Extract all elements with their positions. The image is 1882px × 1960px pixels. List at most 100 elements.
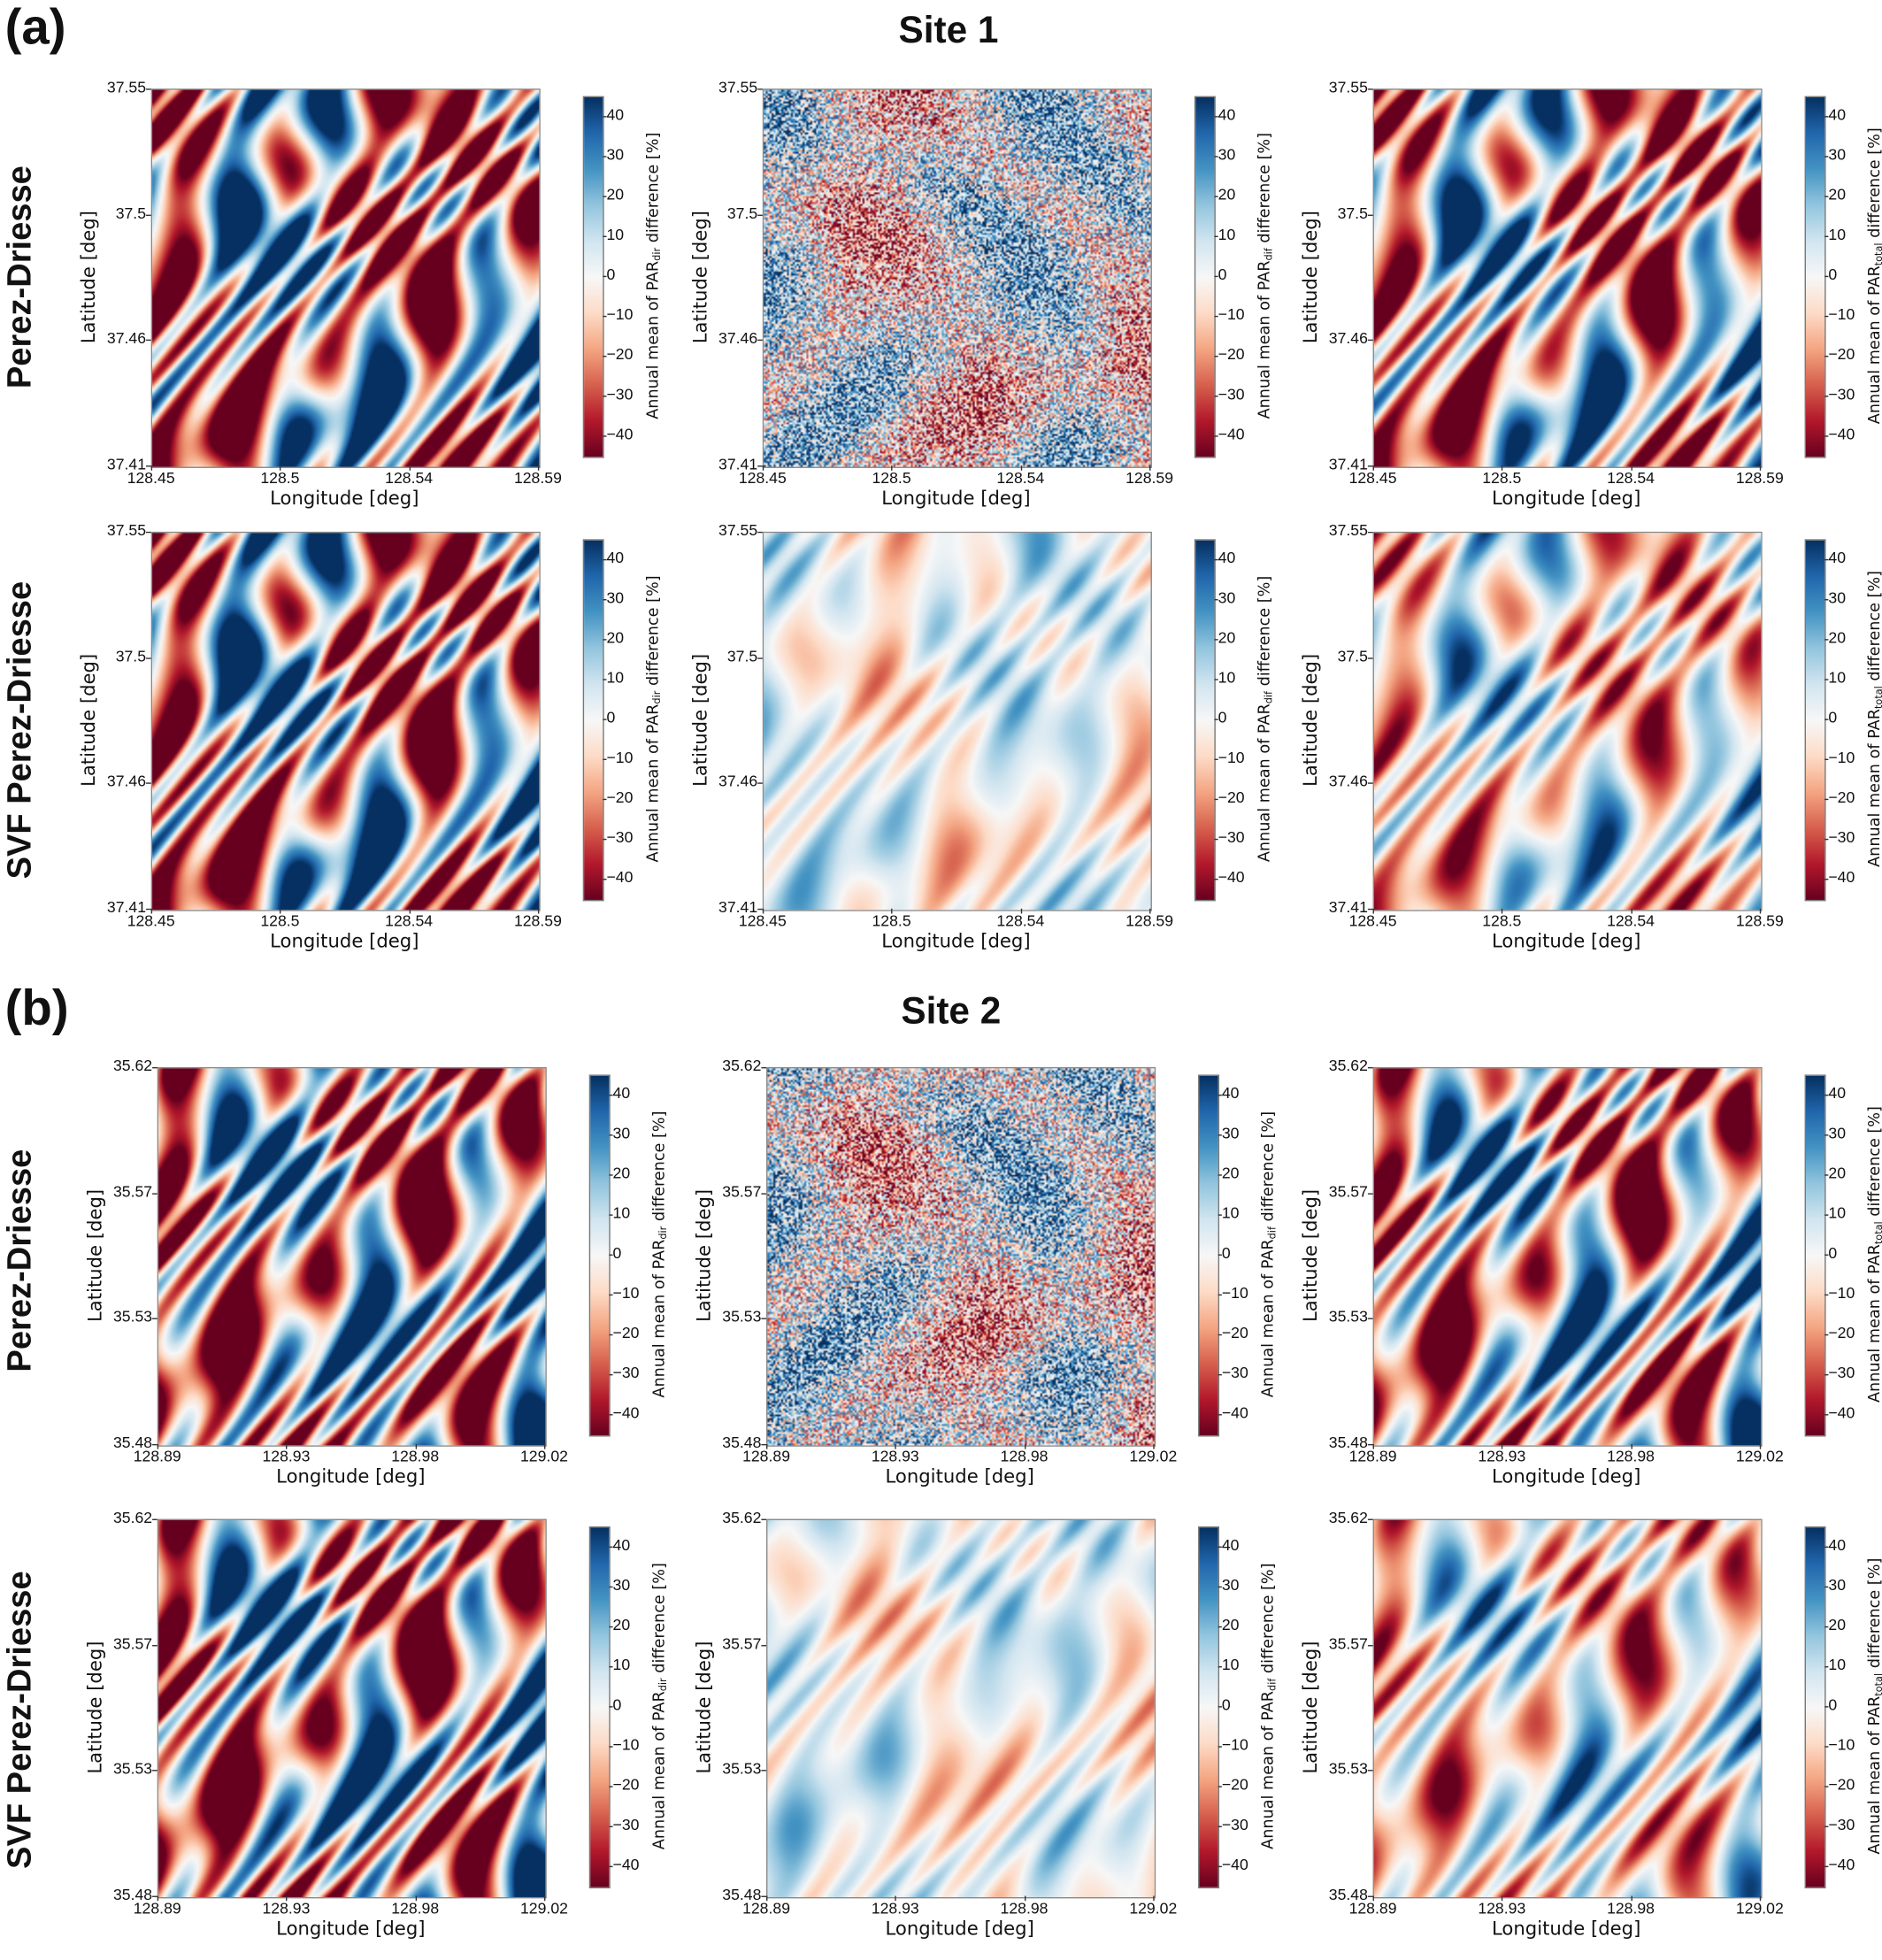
y-tick-label: 35.53 (714, 1309, 762, 1326)
colorbar-tick-label: 20 (607, 186, 625, 204)
x-tick-mark (1153, 1444, 1154, 1449)
x-tick-mark (409, 465, 410, 471)
colorbar-tick-label: −10 (1218, 306, 1245, 324)
colorbar-tick-label: 40 (1828, 106, 1846, 124)
colorbar-tick-label: −20 (613, 1325, 640, 1342)
colorbar-tick-label: 0 (1828, 709, 1837, 726)
colorbar-tick-label: 10 (1222, 1656, 1240, 1674)
x-tick-label: 128.45 (119, 469, 182, 487)
y-tick-mark (761, 1067, 766, 1068)
x-tick-label: 128.54 (989, 912, 1052, 930)
colorbar-label: Annual mean of PARdir difference [%] (642, 133, 663, 419)
colorbar-tick-label: −10 (613, 1284, 640, 1302)
y-tick-label: 35.62 (1320, 1509, 1368, 1526)
colorbar-label-tail: difference [%] (642, 575, 661, 690)
x-tick-mark (1760, 465, 1761, 471)
y-tick-mark (152, 1645, 157, 1646)
y-tick-label: 35.57 (1320, 1183, 1368, 1201)
x-tick-label: 129.02 (1122, 1448, 1185, 1465)
x-tick-label: 128.45 (732, 912, 795, 930)
colorbar-tick-label: 0 (1828, 265, 1837, 283)
heatmap-3 (151, 532, 541, 911)
colorbar-label-main: Annual mean of PAR (1255, 261, 1273, 419)
colorbar-tick-label: −20 (607, 346, 634, 364)
colorbar-tick-label: −10 (1828, 1284, 1855, 1302)
x-tick-label: 129.02 (1729, 1448, 1792, 1465)
colorbar-label-subscript: dir (651, 248, 663, 261)
colorbar-tick-label: 40 (1828, 1085, 1846, 1103)
colorbar-tick-label: 40 (1222, 1085, 1240, 1103)
x-tick-label: 128.89 (735, 1900, 798, 1918)
x-tick-label: 128.98 (993, 1448, 1056, 1465)
colorbar-label: Annual mean of PARdir difference [%] (649, 1111, 669, 1398)
y-tick-label: 35.57 (104, 1183, 152, 1201)
colorbar-tick-label: −20 (1218, 346, 1245, 364)
x-tick-label: 129.02 (1729, 1900, 1792, 1918)
x-tick-label: 128.89 (1341, 1900, 1404, 1918)
colorbar-tick-label: 0 (1828, 1696, 1837, 1714)
colorbar-tick-label: −40 (613, 1404, 640, 1422)
colorbar-tick-label: −30 (1828, 829, 1855, 847)
colorbar-label-subscript: dif (1267, 1226, 1279, 1239)
heatmap-9 (157, 1519, 547, 1899)
x-tick-mark (151, 909, 152, 914)
y-axis-label: Latitude [deg] (1299, 654, 1321, 787)
x-tick-mark (409, 909, 410, 914)
colorbar-label-tail: difference [%] (642, 133, 661, 248)
y-tick-label: 37.5 (98, 204, 146, 222)
y-tick-mark (757, 532, 763, 533)
x-tick-label: 128.93 (864, 1900, 927, 1918)
colorbar-tick-label: 40 (607, 106, 625, 124)
y-tick-mark (757, 214, 763, 215)
colorbar-label: Annual mean of PARdif difference [%] (1258, 1111, 1279, 1397)
y-tick-mark (146, 657, 151, 658)
y-tick-label: 37.5 (1320, 204, 1368, 222)
colorbar-label-main: Annual mean of PAR (1258, 1239, 1277, 1397)
x-tick-mark (286, 1444, 287, 1449)
colorbar-label: Annual mean of PARdif difference [%] (1255, 576, 1275, 862)
colorbar-label-tail: difference [%] (1255, 133, 1273, 248)
y-tick-label: 35.62 (714, 1057, 762, 1075)
y-tick-label: 35.53 (1320, 1760, 1368, 1778)
colorbar-label-tail: difference [%] (1864, 571, 1882, 686)
y-tick-label: 37.5 (711, 648, 758, 665)
colorbar-label-main: Annual mean of PAR (1864, 709, 1882, 867)
x-tick-mark (1631, 909, 1632, 914)
y-axis-label: Latitude [deg] (1299, 1641, 1321, 1773)
x-tick-mark (1020, 909, 1021, 914)
y-tick-mark (146, 532, 151, 533)
x-axis-label: Longitude [deg] (766, 1465, 1153, 1487)
y-tick-label: 37.46 (711, 330, 758, 348)
x-tick-label: 129.02 (513, 1900, 576, 1918)
y-tick-mark (761, 1318, 766, 1319)
colorbar-tick-label: 40 (1222, 1536, 1240, 1554)
x-tick-mark (1631, 1444, 1632, 1449)
colorbar-tick-label: 10 (1218, 226, 1236, 243)
y-tick-mark (1368, 1519, 1373, 1520)
y-axis-label: Latitude [deg] (693, 1189, 715, 1322)
colorbar-label-main: Annual mean of PAR (642, 261, 661, 419)
x-tick-label: 128.98 (384, 1900, 447, 1918)
y-tick-label: 37.46 (98, 330, 146, 348)
x-tick-label: 128.59 (507, 469, 570, 487)
y-tick-label: 37.55 (1320, 522, 1368, 540)
x-axis-label: Longitude [deg] (157, 1465, 544, 1487)
x-tick-mark (544, 1444, 545, 1449)
colorbar-tick-label: −30 (1218, 829, 1245, 847)
y-tick-label: 35.62 (104, 1509, 152, 1526)
y-tick-label: 37.46 (711, 773, 758, 791)
x-tick-mark (415, 1444, 416, 1449)
colorbar-tick-label: 20 (1828, 1164, 1846, 1182)
colorbar-tick-label: 10 (1222, 1204, 1240, 1222)
colorbar-tick-label: 10 (607, 669, 625, 687)
colorbar-label-tail: difference [%] (1255, 576, 1273, 691)
y-tick-label: 35.53 (104, 1309, 152, 1326)
colorbar-tick-label: 30 (1222, 1576, 1240, 1594)
x-tick-label: 128.54 (1600, 469, 1663, 487)
x-tick-label: 128.5 (1471, 912, 1533, 930)
colorbar-label-tail: difference [%] (649, 1563, 667, 1678)
x-tick-label: 128.59 (1118, 912, 1181, 930)
x-tick-mark (763, 909, 764, 914)
y-tick-mark (757, 783, 763, 784)
colorbar-tick-label: −10 (1828, 749, 1855, 766)
